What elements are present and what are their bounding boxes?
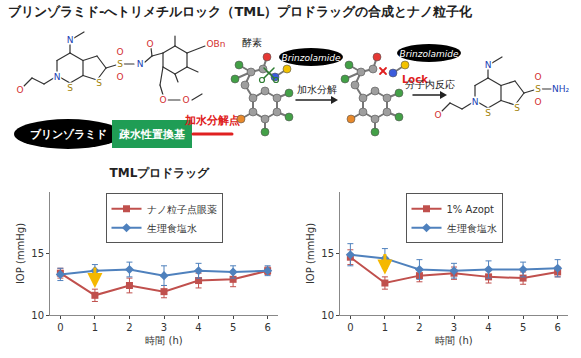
svg-text:10: 10 (31, 310, 44, 321)
svg-text:NH₂: NH₂ (552, 84, 570, 94)
svg-text:N: N (54, 72, 61, 82)
svg-text:O: O (182, 95, 189, 105)
svg-text:N: N (67, 35, 74, 45)
svg-text:3: 3 (161, 322, 167, 333)
svg-text:0: 0 (57, 322, 63, 333)
svg-text:S: S (67, 83, 73, 93)
svg-text:疎水性置換基: 疎水性置換基 (118, 128, 185, 141)
svg-text:Brinzolamide: Brinzolamide (400, 49, 459, 59)
svg-text:O: O (116, 47, 123, 57)
svg-text:0: 0 (347, 322, 353, 333)
svg-text:N: N (472, 97, 479, 107)
svg-text:ブリンゾラミド: ブリンゾラミド (30, 128, 107, 141)
svg-text:S: S (96, 78, 102, 88)
svg-text:Brinzolamide: Brinzolamide (282, 53, 341, 63)
svg-text:加水分解: 加水分解 (297, 84, 337, 95)
svg-text:O: O (159, 95, 166, 105)
svg-text:4: 4 (485, 322, 491, 333)
svg-text:S: S (485, 108, 491, 118)
svg-text:4: 4 (195, 322, 201, 333)
svg-text:5: 5 (230, 322, 236, 333)
svg-text:S: S (117, 59, 123, 69)
svg-text:O: O (434, 110, 441, 120)
svg-text:1: 1 (92, 322, 98, 333)
svg-text:O: O (116, 72, 123, 82)
svg-text:生理食塩水: 生理食塩水 (447, 223, 497, 234)
svg-text:時間 (h): 時間 (h) (145, 335, 182, 346)
svg-text:酵素: 酵素 (242, 37, 262, 48)
svg-text:S: S (535, 84, 541, 94)
svg-text:5: 5 (520, 322, 526, 333)
svg-text:2: 2 (416, 322, 422, 333)
svg-text:10: 10 (321, 310, 334, 321)
svg-text:N: N (137, 59, 144, 69)
svg-text:ブリンゾラミド-へトリメチルロック（TML）プロドラッグの合: ブリンゾラミド-へトリメチルロック（TML）プロドラッグの合成とナノ粒子化 (8, 4, 473, 19)
svg-text:O: O (16, 85, 23, 95)
svg-text:1% Azopt: 1% Azopt (447, 204, 495, 215)
svg-text:6: 6 (554, 322, 560, 333)
svg-text:O: O (534, 97, 541, 107)
svg-text:2: 2 (126, 322, 132, 333)
svg-text:加水分解点: 加水分解点 (184, 114, 240, 127)
svg-text:時間 (h): 時間 (h) (435, 335, 472, 346)
svg-text:分子内反応: 分子内反応 (405, 79, 455, 90)
svg-text:OBn: OBn (207, 39, 226, 49)
svg-text:生理食塩水: 生理食塩水 (147, 223, 197, 234)
svg-text:TMLプロドラッグ: TMLプロドラッグ (110, 166, 211, 180)
svg-text:IOP (mmHg): IOP (mmHg) (15, 223, 26, 284)
svg-text:S: S (514, 103, 520, 113)
svg-text:15: 15 (321, 248, 334, 259)
svg-text:1: 1 (382, 322, 388, 333)
svg-text:ナノ粒子点眼薬: ナノ粒子点眼薬 (147, 204, 217, 215)
svg-text:3: 3 (451, 322, 457, 333)
svg-text:O: O (146, 39, 153, 49)
svg-text:IOP (mmHg): IOP (mmHg) (305, 223, 316, 284)
svg-text:O: O (534, 72, 541, 82)
svg-text:6: 6 (264, 322, 270, 333)
svg-text:N: N (485, 60, 492, 70)
svg-text:15: 15 (31, 248, 44, 259)
